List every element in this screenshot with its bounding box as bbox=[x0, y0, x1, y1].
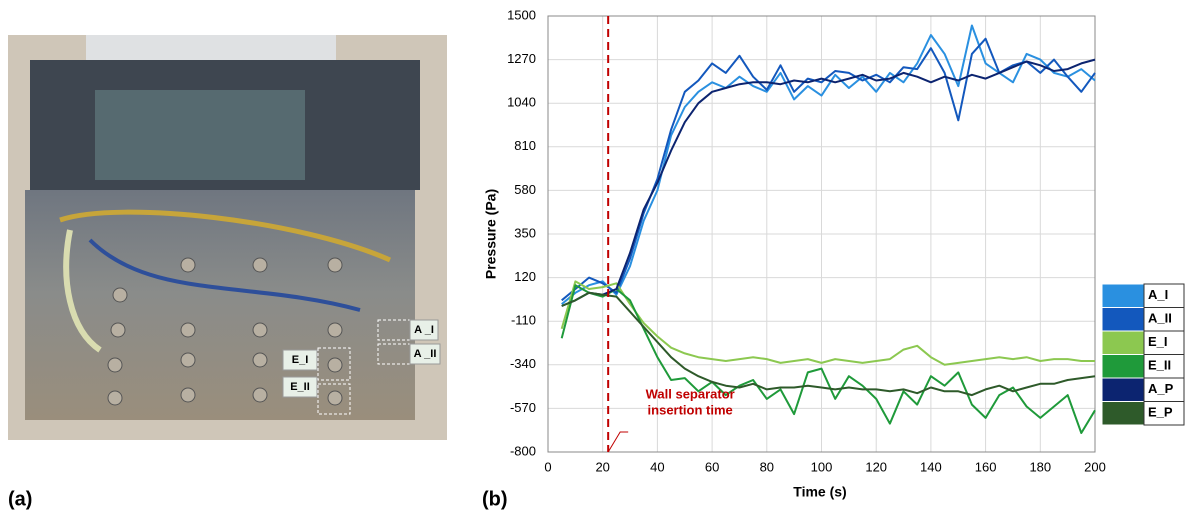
legend-label: E_P bbox=[1148, 405, 1173, 420]
x-tick-label: 20 bbox=[595, 459, 609, 474]
legend-swatch bbox=[1101, 307, 1145, 332]
photo-tube bbox=[59, 209, 392, 263]
x-tick-label: 200 bbox=[1084, 459, 1106, 474]
legend-swatch bbox=[1101, 283, 1145, 308]
y-tick-label: -340 bbox=[510, 356, 536, 371]
x-tick-label: 100 bbox=[811, 459, 833, 474]
legend-swatch bbox=[1101, 354, 1145, 379]
x-axis-title: Time (s) bbox=[793, 484, 846, 500]
y-tick-label: 1040 bbox=[507, 95, 536, 110]
y-axis-title: Pressure (Pa) bbox=[483, 189, 499, 279]
legend-swatch bbox=[1101, 377, 1145, 402]
annotation-text: Wall separator bbox=[646, 386, 735, 401]
x-tick-label: 180 bbox=[1029, 459, 1051, 474]
series-line bbox=[560, 280, 1095, 366]
plot-border bbox=[547, 15, 1096, 453]
series-line bbox=[561, 58, 1096, 307]
y-tick-label: 1270 bbox=[507, 51, 536, 66]
x-tick-label: 80 bbox=[760, 459, 774, 474]
photo-label-boxes bbox=[282, 319, 441, 398]
series-line bbox=[561, 24, 1096, 305]
photo-label: A _II bbox=[414, 348, 437, 360]
y-tick-label: -800 bbox=[510, 443, 536, 458]
series-line bbox=[561, 291, 1096, 397]
y-tick-label: 120 bbox=[514, 269, 536, 284]
y-tick-label: -570 bbox=[510, 400, 536, 415]
legend-label: A_P bbox=[1148, 381, 1174, 396]
photo-tube bbox=[63, 229, 102, 353]
legend-swatch bbox=[1101, 330, 1145, 355]
legend-label: A_II bbox=[1148, 311, 1172, 326]
y-tick-label: 1500 bbox=[507, 7, 536, 22]
y-tick-label: 810 bbox=[514, 138, 536, 153]
series-line bbox=[560, 284, 1096, 434]
photo-label: A _I bbox=[414, 324, 434, 336]
photo: A _I A _II E_I E_II bbox=[8, 35, 447, 440]
panel-label: (a) bbox=[8, 488, 32, 510]
x-tick-label: 40 bbox=[650, 459, 664, 474]
y-tick-label: 350 bbox=[514, 225, 536, 240]
panel-label: (b) bbox=[482, 488, 508, 510]
legend-label: A_I bbox=[1148, 287, 1168, 302]
x-tick-label: 160 bbox=[975, 459, 997, 474]
x-tick-label: 140 bbox=[920, 459, 942, 474]
photo-tube bbox=[88, 238, 361, 312]
y-tick-label: 580 bbox=[514, 182, 536, 197]
photo-lower-tank bbox=[25, 190, 415, 420]
y-tick-label: -110 bbox=[511, 313, 536, 328]
photo-ports bbox=[107, 257, 343, 406]
x-tick-label: 120 bbox=[865, 459, 887, 474]
legend-label: E_II bbox=[1148, 358, 1171, 373]
annotation-leader bbox=[607, 431, 629, 453]
x-tick-label: 60 bbox=[705, 459, 719, 474]
x-tick-label: 0 bbox=[544, 459, 551, 474]
legend-label: E_I bbox=[1148, 334, 1168, 349]
legend-cell bbox=[1143, 401, 1185, 426]
annotation-text: insertion time bbox=[648, 402, 733, 417]
photo-label: E_II bbox=[290, 381, 310, 393]
legend-swatch bbox=[1101, 401, 1145, 426]
photo-window bbox=[95, 90, 305, 180]
photo-label: E_I bbox=[292, 354, 309, 366]
